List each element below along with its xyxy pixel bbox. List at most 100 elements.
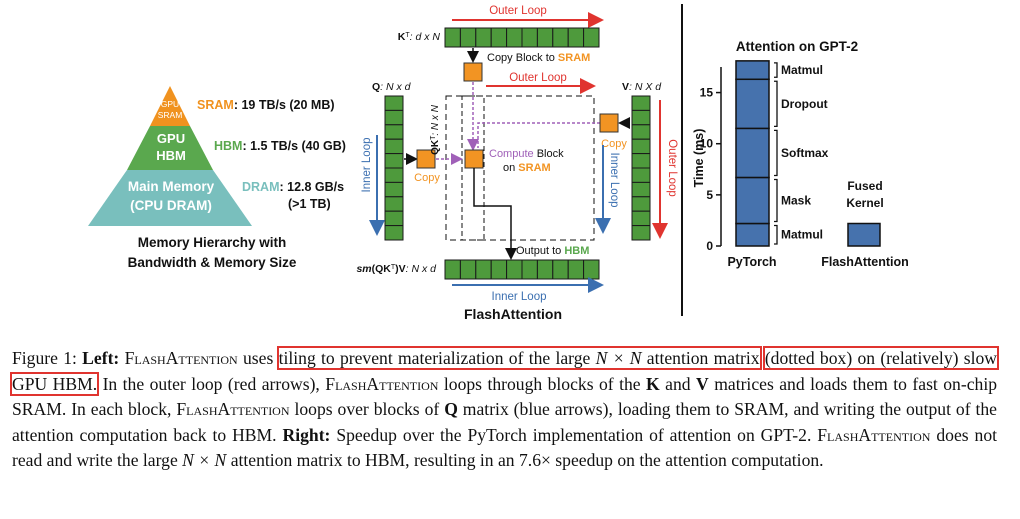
v-sram-block — [599, 113, 619, 133]
pyramid-dram-name-2: (CPU DRAM) — [130, 198, 212, 213]
bar-segment — [735, 60, 770, 81]
q-label: Q: N x d — [372, 81, 412, 93]
gpt2-attention-chart: Attention on GPT-2 Time (ms) 0 5 10 15 Matm… — [692, 39, 909, 269]
q-cell — [384, 225, 404, 241]
bar-segment — [735, 127, 770, 179]
figure: GPU SRAM GPU HBM Main Memory (CPU DRAM) … — [88, 4, 909, 322]
kt-cell — [536, 27, 554, 48]
segment-label: Softmax — [781, 146, 829, 160]
kt-cell — [475, 27, 492, 48]
chart-segment-labels: Matmul Mask Softmax Dropout Matmul — [774, 62, 829, 245]
caption-fig-number: Figure 1: — [12, 348, 83, 368]
v-cell — [631, 109, 651, 126]
pyramid-hbm-name-2: HBM — [156, 148, 186, 163]
hbm-bandwidth-label: HBM: 1.5 TB/s (40 GB) — [214, 139, 346, 153]
y-tick-label: 0 — [706, 239, 713, 253]
q-matrix — [384, 95, 404, 241]
q-cell — [384, 181, 404, 198]
pyramid-sram-name-2: SRAM — [158, 110, 183, 120]
outer-loop-top-label: Outer Loop — [489, 5, 547, 17]
copy-q-label: Copy — [414, 172, 440, 184]
q-cell — [384, 167, 404, 183]
output-matrix — [444, 259, 600, 280]
q-cell — [384, 138, 404, 155]
compute-block-label-2: on SRAM — [503, 162, 551, 174]
figure-caption: Figure 1: Left: FlashAttention uses tili… — [10, 346, 999, 470]
output-cell — [536, 259, 554, 280]
compute-sram-block — [464, 149, 484, 169]
kt-sram-block — [463, 62, 483, 82]
pyramid-sram-layer — [150, 86, 190, 126]
caption-highlight-2: (dotted box) on (relatively) slow GPU HB… — [10, 346, 999, 396]
sram-bandwidth-label: SRAM: 19 TB/s (20 MB) — [197, 98, 335, 112]
segment-bracket — [774, 178, 778, 223]
bar-segment — [735, 78, 770, 130]
kt-cell — [583, 27, 600, 48]
xtick-flashattention: FlashAttention — [821, 255, 909, 269]
v-cell — [631, 181, 651, 198]
kt-cell — [490, 27, 508, 48]
output-matrix-label: sm(QKT)V: N x d — [356, 263, 437, 275]
q-cell — [384, 124, 404, 140]
copy-block-label: Copy Block to SRAM — [487, 52, 590, 64]
kt-matrix — [444, 27, 600, 48]
y-tick-label: 10 — [700, 137, 714, 151]
output-cell — [506, 259, 523, 280]
caption-left-label: Left: — [82, 348, 120, 368]
fused-kernel-label-1: Fused — [847, 179, 882, 193]
v-cell — [631, 95, 651, 111]
v-cell — [631, 124, 651, 140]
bar-segment — [847, 222, 881, 247]
v-cell — [631, 153, 651, 169]
chart-title: Attention on GPT-2 — [736, 39, 858, 54]
y-tick-label: 5 — [706, 188, 713, 202]
v-cell — [631, 196, 651, 212]
output-cell — [444, 259, 461, 280]
q-cell — [384, 153, 404, 169]
kt-label: KT: d x N — [398, 31, 441, 43]
kt-cell — [506, 27, 523, 48]
fused-kernel-label-2: Kernel — [846, 196, 883, 210]
v-cell — [631, 225, 651, 241]
q-cell — [384, 210, 404, 227]
outer-loop-right-label: Outer Loop — [666, 139, 678, 197]
q-sram-block — [416, 149, 436, 169]
caption-right-label: Right: — [282, 424, 331, 445]
output-cell — [459, 259, 477, 280]
kt-cell — [521, 27, 538, 48]
flashattention-diagram: Outer Loop KT: d x N Copy Block to SRAM … — [356, 5, 678, 322]
pyramid-dram-layer — [88, 170, 252, 226]
q-cell — [384, 109, 404, 126]
kt-cell — [567, 27, 585, 48]
qk-label: QKT: N x N — [430, 104, 442, 155]
q-cell — [384, 196, 404, 212]
outer-loop-mid-label: Outer Loop — [509, 72, 567, 84]
segment-bracket — [774, 62, 778, 78]
v-cell — [631, 167, 651, 183]
y-tick-label: 15 — [700, 86, 714, 100]
segment-label: Matmul — [781, 228, 823, 242]
caption-highlight-1: tiling to prevent materialization of the… — [276, 346, 762, 370]
kt-cell — [444, 27, 461, 48]
output-cell — [567, 259, 585, 280]
output-cell — [490, 259, 508, 280]
segment-label: Matmul — [781, 63, 823, 77]
pyramid-hbm-layer — [127, 126, 213, 170]
pyramid-dram-name-1: Main Memory — [128, 179, 215, 194]
output-arrow — [473, 168, 517, 260]
segment-bracket — [774, 224, 778, 245]
chart-ylabel: Time (ms) — [692, 129, 706, 188]
v-matrix — [631, 95, 651, 241]
segment-label: Dropout — [781, 97, 828, 111]
inner-loop-right-label: Inner Loop — [608, 153, 620, 208]
segment-bracket — [774, 80, 778, 128]
v-label: V: N X d — [622, 81, 662, 93]
kt-cell — [459, 27, 477, 48]
v-cell — [631, 138, 651, 155]
attention-block-column — [461, 95, 485, 241]
xtick-pytorch: PyTorch — [727, 255, 776, 269]
segment-label: Mask — [781, 193, 811, 207]
chart-bars — [735, 60, 881, 247]
segment-bracket — [774, 129, 778, 177]
chart-y-axis: 0 5 10 15 — [700, 67, 722, 253]
